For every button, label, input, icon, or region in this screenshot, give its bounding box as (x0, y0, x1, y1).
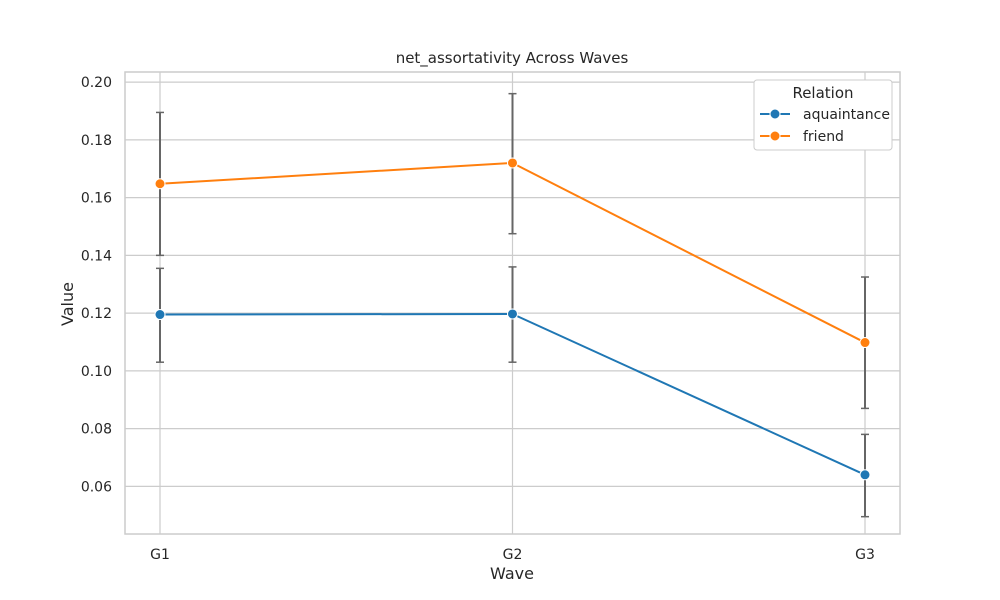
data-point (859, 337, 871, 349)
legend-box (753, 79, 893, 151)
data-point (154, 178, 166, 190)
y-axis-title: Value (58, 282, 77, 326)
y-tick-label: 0.08 (81, 422, 112, 438)
y-tick-label: 0.14 (81, 248, 112, 264)
legend: Relation aquaintance friend (753, 79, 893, 151)
legend-label: aquaintance (803, 107, 890, 123)
x-tick-label: G2 (503, 547, 523, 563)
data-point (154, 309, 166, 321)
legend-title: Relation (792, 84, 853, 102)
x-tick-label: G1 (150, 547, 170, 563)
data-point (507, 157, 518, 169)
y-tick-label: 0.06 (81, 479, 112, 495)
legend-marker (769, 130, 781, 142)
x-axis-title: Wave (490, 564, 534, 583)
legend-label: friend (803, 129, 844, 145)
legend-marker (769, 108, 781, 120)
legend-items: aquaintance friend (760, 107, 890, 145)
data-point (859, 469, 871, 481)
y-tick-label: 0.16 (81, 191, 112, 207)
y-tick-label: 0.12 (81, 306, 112, 322)
x-tick-label: G3 (855, 547, 875, 563)
data-point (507, 308, 518, 320)
x-axis-ticks: G1 G2 G3 (150, 547, 875, 563)
y-tick-label: 0.20 (81, 75, 112, 91)
chart-title: net_assortativity Across Waves (396, 49, 629, 68)
y-axis-ticks: 0.06 0.08 0.10 0.12 0.14 0.16 0.18 0.20 (81, 75, 112, 495)
y-tick-label: 0.10 (81, 364, 112, 380)
y-tick-label: 0.18 (81, 133, 112, 149)
data-points (154, 157, 871, 481)
